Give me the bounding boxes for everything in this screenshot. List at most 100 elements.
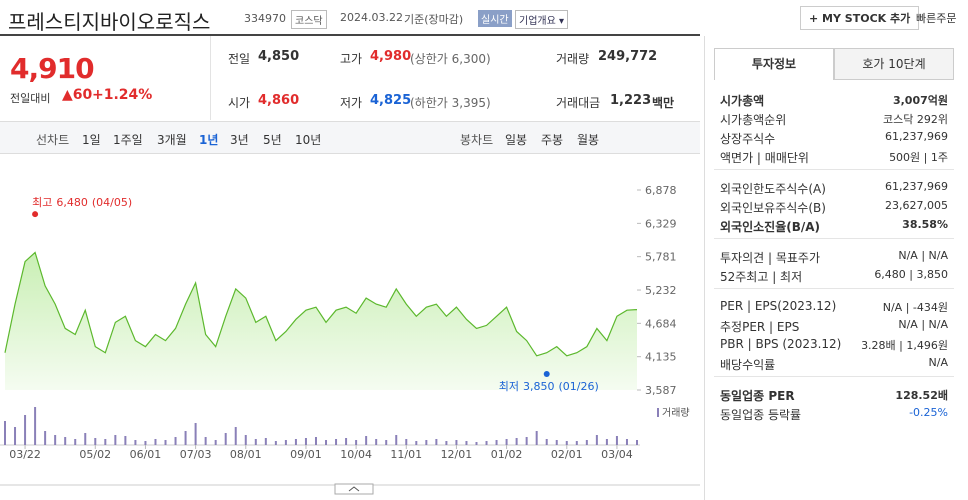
volume-bar <box>505 439 508 445</box>
tab: 일봉 <box>505 133 528 147</box>
info-label: 배당수익률 <box>720 358 776 372</box>
info-value: 3.28배 | 1,496원 <box>861 339 948 352</box>
volume-bar <box>595 435 598 445</box>
volume-bar <box>415 441 418 445</box>
volume-bar <box>214 440 217 445</box>
volume-bar <box>475 442 478 445</box>
high-annotation: 최고 6,480 (04/05) <box>32 196 132 209</box>
tab: 월봉 <box>577 133 600 147</box>
summary-label: 저가 <box>340 96 363 110</box>
info-value: 38.58% <box>902 218 948 231</box>
summary-note: (하한가 3,395) <box>410 96 491 110</box>
volume-bar <box>435 439 438 445</box>
info-value: N/A | N/A <box>898 249 948 262</box>
volume-bar <box>114 435 117 445</box>
realtime-badge[interactable]: 실시간 <box>478 10 512 27</box>
tab: 1일 <box>82 133 101 147</box>
info-value: N/A | -434원 <box>882 301 948 314</box>
info-label: 외국인소진율(B/A) <box>720 220 821 234</box>
x-tick-label: 11/01 <box>390 448 422 461</box>
info-value: 6,480 | 3,850 <box>874 268 948 281</box>
summary-unit: 백만 <box>652 96 675 110</box>
volume-bar <box>314 437 317 445</box>
volume-bar <box>84 433 87 445</box>
volume-legend-swatch <box>657 408 659 417</box>
info-value: -0.25% <box>909 406 948 419</box>
info-tab-active[interactable]: 투자정보 <box>714 48 834 80</box>
volume-bar <box>445 441 448 445</box>
low-point <box>543 371 550 378</box>
volume-bar <box>184 431 187 445</box>
info-label: PBR | BPS (2023.12) <box>720 337 842 351</box>
overview-button[interactable]: 기업개요 ▾ <box>515 10 569 29</box>
quick-order[interactable]: 빠른주문 <box>916 12 957 25</box>
volume-bar <box>4 421 6 445</box>
info-value: N/A | N/A <box>898 318 948 331</box>
my-stock-button[interactable]: + MY STOCK 추가 <box>800 6 920 30</box>
summary-value: 4,860 <box>258 93 300 108</box>
x-tick-label: 03/22 <box>9 448 41 461</box>
y-tick-label: 6,878 <box>645 184 677 197</box>
info-tab[interactable]: 호가 10단계 <box>834 48 954 80</box>
volume-bar <box>274 441 277 445</box>
volume-bar <box>264 438 267 445</box>
tab: 1주일 <box>113 133 143 147</box>
info-label: 시가총액 <box>720 94 765 108</box>
volume-bar <box>34 407 37 445</box>
volume-bar <box>14 427 17 445</box>
info-label: 상장주식수 <box>720 132 776 146</box>
info-label: 동일업종 PER <box>720 389 795 403</box>
chart-tabs <box>0 121 700 154</box>
volume-bar <box>615 436 618 445</box>
summary-label: 전일 <box>228 52 251 66</box>
volume-bar <box>455 440 458 445</box>
volume-bar <box>64 437 67 445</box>
volume-bar <box>224 433 227 445</box>
info-label: PER | EPS(2023.12) <box>720 299 837 313</box>
x-tick-label: 03/04 <box>601 448 633 461</box>
summary-value: 1,223 <box>610 93 652 108</box>
high-value-label: 6,480 <box>56 196 88 209</box>
collapse-button[interactable] <box>334 483 374 495</box>
low-value-label: 3,850 <box>523 380 555 393</box>
y-tick-label: 3,587 <box>645 384 677 397</box>
y-tick-label: 5,232 <box>645 284 677 297</box>
info-label: 외국인보유주식수(B) <box>720 201 826 215</box>
info-divider <box>714 376 954 377</box>
y-tick-label: 6,329 <box>645 217 677 230</box>
volume-bar <box>284 440 287 445</box>
volume-bar <box>144 441 147 445</box>
change: ▲60 <box>62 87 93 103</box>
volume-bar <box>625 439 628 445</box>
volume-bar <box>104 439 107 445</box>
info-label: 동일업종 등락률 <box>720 408 802 422</box>
volume-bar <box>525 437 528 445</box>
volume-bar <box>204 437 207 445</box>
summary-value: 4,825 <box>370 93 412 108</box>
divider <box>210 36 211 120</box>
info-value: 128.52배 <box>895 389 948 402</box>
x-tick-label: 07/03 <box>180 448 212 461</box>
info-value: 500원 | 1주 <box>889 151 948 164</box>
summary-value: 4,850 <box>258 49 300 64</box>
low-date: (01/26) <box>558 380 598 393</box>
change-label: 전일대비 <box>10 92 51 105</box>
volume-bar <box>325 440 328 445</box>
volume-bar <box>134 440 137 445</box>
high-date: (04/05) <box>92 196 132 209</box>
tab-label: 봉차트 <box>460 133 494 147</box>
market-badge: 코스닥 <box>291 10 327 29</box>
x-tick-label: 09/01 <box>290 448 322 461</box>
change-pct: +1.24% <box>92 87 153 103</box>
info-label: 52주최고 | 최저 <box>720 270 803 284</box>
x-tick-label: 10/04 <box>340 448 372 461</box>
x-tick-label: 06/01 <box>130 448 162 461</box>
volume-bar <box>244 435 247 445</box>
volume-bar <box>355 440 358 445</box>
stock-code: 334970 <box>244 12 286 25</box>
summary-label: 고가 <box>340 52 363 66</box>
volume-bar <box>485 441 488 445</box>
volume-bar <box>515 438 518 445</box>
volume-bar <box>124 436 127 445</box>
